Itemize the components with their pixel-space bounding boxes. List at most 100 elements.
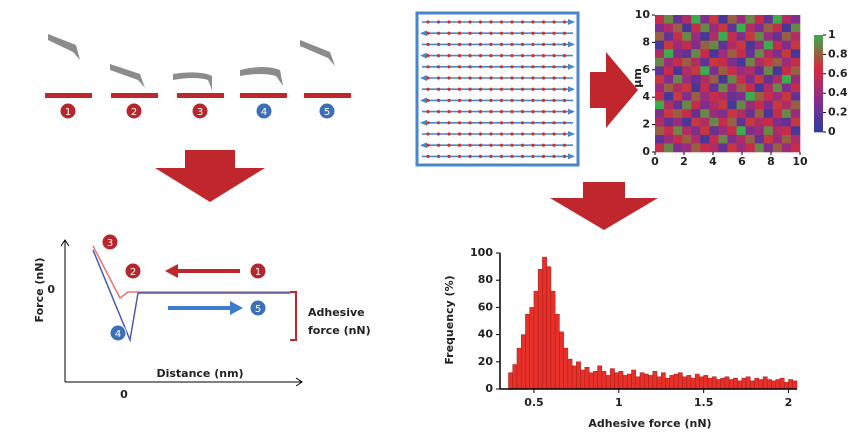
heat-cell (791, 101, 800, 110)
scan-dot (510, 121, 513, 124)
heat-cell (673, 58, 682, 67)
scan-dot (489, 32, 492, 35)
scan-dot (437, 88, 440, 91)
scan-dot (468, 43, 471, 46)
scan-dot (479, 20, 482, 23)
scan-dot (426, 20, 429, 23)
heat-cell (782, 118, 791, 127)
heat-cell (755, 84, 764, 93)
bar (657, 377, 661, 389)
bar (513, 365, 517, 389)
scan-dot (542, 54, 545, 57)
heat-cell (728, 32, 737, 41)
bar (551, 291, 555, 389)
heat-cell (664, 126, 673, 135)
bar (772, 381, 776, 389)
heat-cell (746, 118, 755, 127)
scan-dot (489, 54, 492, 57)
scan-dot (510, 76, 513, 79)
scan-dot (426, 99, 429, 102)
heat-cell (709, 92, 718, 101)
heat-cell (682, 101, 691, 110)
heat-cell (737, 143, 746, 152)
heat-cell (673, 49, 682, 58)
scan-dot (458, 155, 461, 158)
bar (708, 378, 712, 389)
heat-cell (709, 118, 718, 127)
colorbar-tick-label: 0 (828, 125, 836, 138)
heat-cell (709, 24, 718, 33)
heat-cell (673, 118, 682, 127)
heat-cell (791, 66, 800, 75)
scan-dot (447, 76, 450, 79)
heat-cell (737, 84, 746, 93)
heat-cell (709, 58, 718, 67)
heat-cell (773, 49, 782, 58)
bar (593, 371, 597, 389)
colorbar-step (814, 127, 823, 130)
scan-dot (542, 32, 545, 35)
scan-dot (489, 132, 492, 135)
scan-dot (552, 99, 555, 102)
heat-cell (764, 84, 773, 93)
heat-cell (718, 135, 727, 144)
heat-cell (746, 49, 755, 58)
heat-cell (682, 41, 691, 50)
colorbar-step (814, 47, 823, 50)
x-tick-label: 6 (738, 155, 746, 168)
heat-cell (755, 41, 764, 50)
scan-dot (426, 43, 429, 46)
heat-cell (682, 92, 691, 101)
heat-cell (746, 109, 755, 118)
colorbar-step (814, 84, 823, 87)
x-tick-label: 10 (792, 155, 808, 168)
colorbar-step (814, 76, 823, 79)
scan-dot (500, 110, 503, 113)
bar (623, 375, 627, 389)
bar (627, 374, 631, 389)
heat-cell (764, 75, 773, 84)
scan-dot (447, 99, 450, 102)
colorbar-step (814, 62, 823, 65)
scan-dot (552, 132, 555, 135)
scan-dot (458, 144, 461, 147)
heat-cell (728, 109, 737, 118)
heat-cell (773, 118, 782, 127)
heat-cell (728, 41, 737, 50)
heat-cell (655, 84, 664, 93)
heat-cell (709, 84, 718, 93)
heat-cell (655, 135, 664, 144)
heat-cell (737, 49, 746, 58)
heat-cell (700, 84, 709, 93)
heat-cell (673, 126, 682, 135)
y-tick-label: 10 (635, 8, 651, 21)
heat-cell (728, 84, 737, 93)
scan-dot (510, 20, 513, 23)
heat-cell (773, 66, 782, 75)
heat-cell (782, 109, 791, 118)
bar (525, 314, 529, 389)
annotation: force (nN) (308, 324, 371, 337)
heat-cell (655, 101, 664, 110)
heat-cell (682, 126, 691, 135)
scan-dot (458, 121, 461, 124)
heat-cell (718, 92, 727, 101)
heat-cell (673, 66, 682, 75)
scan-dot (500, 132, 503, 135)
scan-dot (521, 54, 524, 57)
scan-dot (500, 76, 503, 79)
heat-cell (655, 92, 664, 101)
heat-cell (691, 58, 700, 67)
heat-cell (664, 92, 673, 101)
scan-dot (458, 110, 461, 113)
heat-cell (682, 66, 691, 75)
heat-cell (700, 24, 709, 33)
heat-cell (709, 126, 718, 135)
heat-cell (791, 126, 800, 135)
heat-cell (691, 109, 700, 118)
heat-cell (728, 126, 737, 135)
scan-dot (531, 54, 534, 57)
bar (716, 379, 720, 389)
